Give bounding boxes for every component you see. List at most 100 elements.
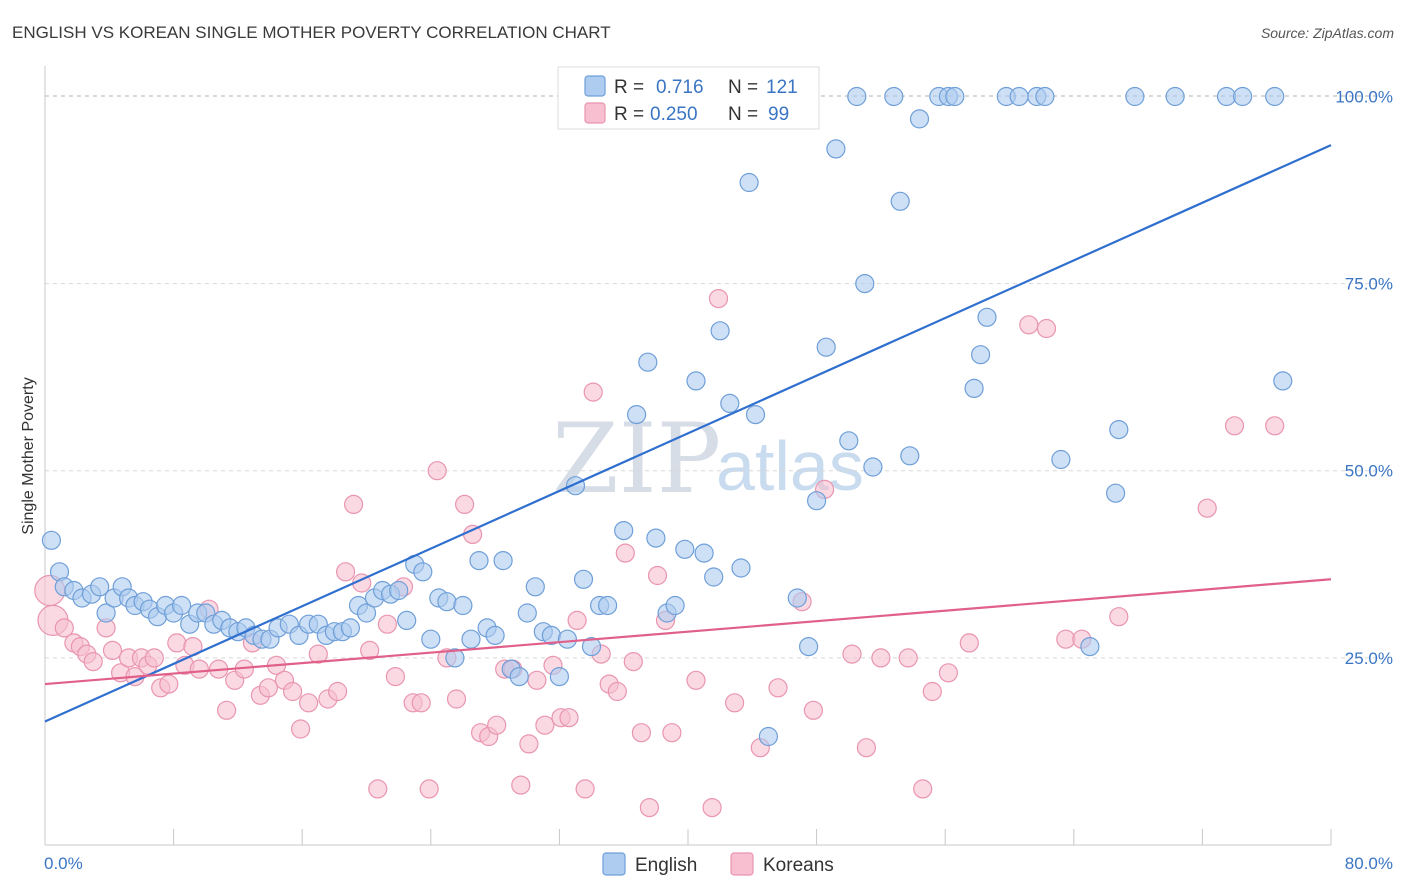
korean-point (217, 700, 237, 720)
english-point (704, 567, 724, 587)
english-point (1232, 86, 1253, 107)
korean-point (647, 565, 668, 586)
korean-point (583, 382, 603, 402)
korean-point (898, 648, 918, 668)
y-tick-label: 25.0% (1345, 649, 1393, 668)
korean-point (308, 644, 328, 664)
english-point (525, 577, 545, 597)
korean-point (167, 633, 187, 653)
korean-point (455, 494, 475, 514)
english-point (900, 446, 920, 466)
bottom-legend-english: English (635, 855, 697, 876)
legend-english-r-label: R = (614, 77, 644, 98)
english-point (1051, 449, 1071, 470)
korean-point (803, 700, 824, 720)
english-point (970, 345, 991, 365)
legend-english-n-label: N = (728, 77, 758, 98)
korean-point (1265, 416, 1285, 436)
english-point (638, 352, 658, 372)
english-point (517, 603, 537, 623)
english-point (694, 543, 714, 563)
korean-point (1197, 498, 1217, 518)
english-point (469, 550, 489, 571)
bottom-legend-swatch-korean (730, 852, 754, 876)
korean-point (623, 651, 643, 672)
korean-point (144, 648, 164, 668)
english-point (758, 726, 779, 747)
english-point (96, 603, 116, 623)
korean-point (871, 648, 891, 668)
english-point (445, 648, 465, 668)
korean-point (768, 678, 788, 698)
korean-point (427, 461, 447, 481)
korean-point (922, 681, 942, 702)
english-point (549, 666, 570, 687)
english-point (739, 172, 759, 193)
korean-point (842, 644, 862, 664)
english-trendline (44, 144, 1332, 723)
korean-point (959, 633, 979, 653)
english-point (884, 86, 904, 107)
korean-point (856, 738, 877, 758)
english-point (509, 666, 529, 687)
english-point (356, 603, 377, 623)
korean-point (291, 719, 311, 739)
korean-point (662, 723, 682, 743)
trendlines (44, 144, 1332, 723)
english-point (557, 629, 578, 649)
english-point (614, 520, 634, 541)
english-point (340, 618, 360, 638)
korean-point (535, 715, 555, 735)
korean-point (559, 708, 579, 728)
y-tick-label: 75.0% (1345, 275, 1393, 294)
english-point (909, 109, 930, 129)
korean-point (567, 610, 587, 631)
english-point (863, 457, 883, 477)
english-point (1273, 371, 1293, 391)
english-point (646, 528, 666, 548)
english-point (421, 629, 441, 649)
korean-point (938, 663, 959, 683)
y-tick-label: 50.0% (1345, 462, 1393, 481)
english-point (964, 378, 984, 398)
english-point (806, 491, 827, 511)
y-tick-labels: 25.0% 50.0% 75.0% 100.0% (1335, 87, 1393, 667)
english-point (1125, 86, 1145, 107)
english-point (787, 588, 807, 608)
legend-korean-r-label: R = (614, 104, 644, 125)
korean-point (631, 723, 652, 743)
korean-trendline (44, 578, 1332, 686)
english-point (720, 393, 740, 413)
legend-korean-n-label: N = (728, 104, 758, 125)
legend-box: R = 0.716 N = 121 R = 0.250 N = 99 (557, 66, 820, 130)
english-point (1265, 86, 1285, 107)
korean-point (575, 779, 595, 799)
english-point (945, 86, 965, 107)
korean-point (54, 618, 74, 638)
english-point (1035, 86, 1055, 107)
english-point (710, 321, 730, 341)
korean-point (913, 779, 933, 799)
english-point (675, 539, 695, 559)
korean-point (639, 797, 660, 818)
chart-source: Source: ZipAtlas.com (1261, 25, 1394, 41)
korean-point (686, 670, 706, 690)
english-point (847, 86, 867, 107)
chart-title: ENGLISH VS KOREAN SINGLE MOTHER POVERTY … (12, 23, 611, 42)
korean-point (615, 543, 635, 563)
korean-point (702, 797, 722, 818)
legend-korean-n-value: 99 (768, 104, 789, 125)
korean-point (360, 640, 380, 661)
english-point (826, 139, 846, 159)
english-point (581, 636, 602, 657)
legend-swatch-english (584, 75, 606, 97)
english-point (855, 274, 875, 294)
korean-point (159, 674, 179, 694)
bottom-legend-swatch-english (602, 852, 626, 876)
korean-point (344, 494, 364, 514)
korean-point (1224, 416, 1245, 436)
bottom-legend: English Koreans (602, 852, 834, 876)
english-point (731, 558, 751, 578)
english-point (626, 405, 647, 425)
korean-point (411, 693, 431, 713)
